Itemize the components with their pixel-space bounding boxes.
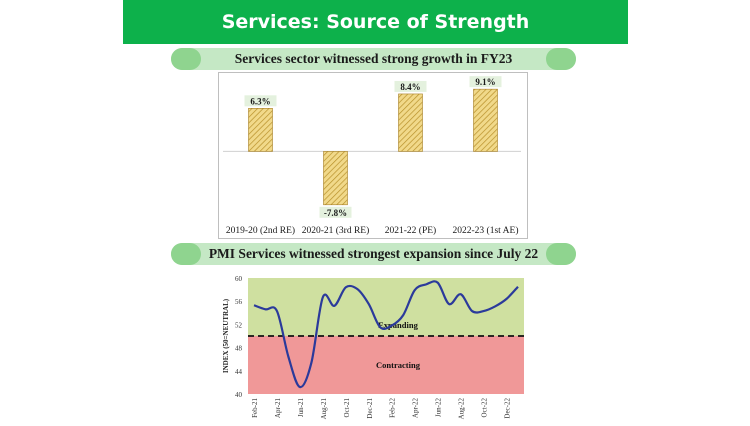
y-axis-label: INDEX (50=NEUTRAL) <box>222 298 230 373</box>
y-tick-label: 44 <box>235 368 243 376</box>
data-label: 6.3% <box>250 96 270 106</box>
data-label-bg <box>244 95 277 107</box>
data-label: 9.1% <box>475 77 495 87</box>
x-tick-label: Feb-22 <box>389 398 397 418</box>
section-header-pmi: PMI Services witnessed strongest expansi… <box>171 243 576 265</box>
x-tick-label: Jun-22 <box>435 398 443 418</box>
category-label: 2022-23 (1st AE) <box>453 225 519 236</box>
data-label-bg <box>319 206 352 218</box>
category-label: 2020-21 (3rd RE) <box>302 225 370 236</box>
x-tick-label: Apr-22 <box>412 398 420 419</box>
x-tick-label: Apr-21 <box>274 398 282 419</box>
y-tick-label: 60 <box>235 275 243 283</box>
x-tick-label: Oct-22 <box>481 398 489 418</box>
bar <box>323 151 348 206</box>
contracting-region <box>248 336 524 394</box>
services-growth-bar-chart: 6.3% 2019-20 (2nd RE) -7.8% 2020-21 (3rd RE… <box>223 76 521 236</box>
data-label-bg <box>469 76 502 88</box>
banner-title: Services: Source of Strength <box>221 11 530 33</box>
bar <box>398 93 423 152</box>
category-label: 2021-22 (PE) <box>385 225 436 236</box>
y-tick-label: 40 <box>235 391 243 399</box>
data-label: 8.4% <box>400 82 420 92</box>
y-tick-label: 52 <box>235 321 243 329</box>
bar <box>248 108 273 152</box>
x-tick-label: Feb-21 <box>251 398 259 418</box>
pmi-line-chart: Expanding Contracting 40 44 48 52 56 60 Feb-21 Ap… <box>222 275 524 420</box>
expanding-region <box>248 278 524 336</box>
y-tick-label: 48 <box>235 345 243 353</box>
pmi-series-line <box>253 280 519 389</box>
x-tick-label: Dec-21 <box>366 398 374 419</box>
bar <box>473 88 498 152</box>
expanding-label: Expanding <box>378 320 418 330</box>
section-heading-pmi: PMI Services witnessed strongest expansi… <box>208 246 539 261</box>
section-heading-gdp: Services sector witnessed strong growth … <box>234 51 513 66</box>
data-label: -7.8% <box>324 208 347 218</box>
x-tick-label: Aug-22 <box>458 398 466 420</box>
bar-chart-frame: 6.3% 2019-20 (2nd RE) -7.8% 2020-21 (3rd RE… <box>218 72 528 239</box>
section-header-gdp: Services sector witnessed strong growth … <box>171 48 576 70</box>
x-tick-label: Jun-21 <box>297 398 305 418</box>
x-tick-label: Oct-21 <box>343 398 351 418</box>
y-tick-label: 56 <box>235 298 243 306</box>
x-tick-label: Dec-22 <box>504 398 512 419</box>
category-label: 2019-20 (2nd RE) <box>226 225 295 236</box>
x-tick-label: Aug-21 <box>320 398 328 420</box>
data-label-bg <box>394 80 427 92</box>
page-banner: Services: Source of Strength <box>123 0 628 44</box>
contracting-label: Contracting <box>376 360 421 370</box>
